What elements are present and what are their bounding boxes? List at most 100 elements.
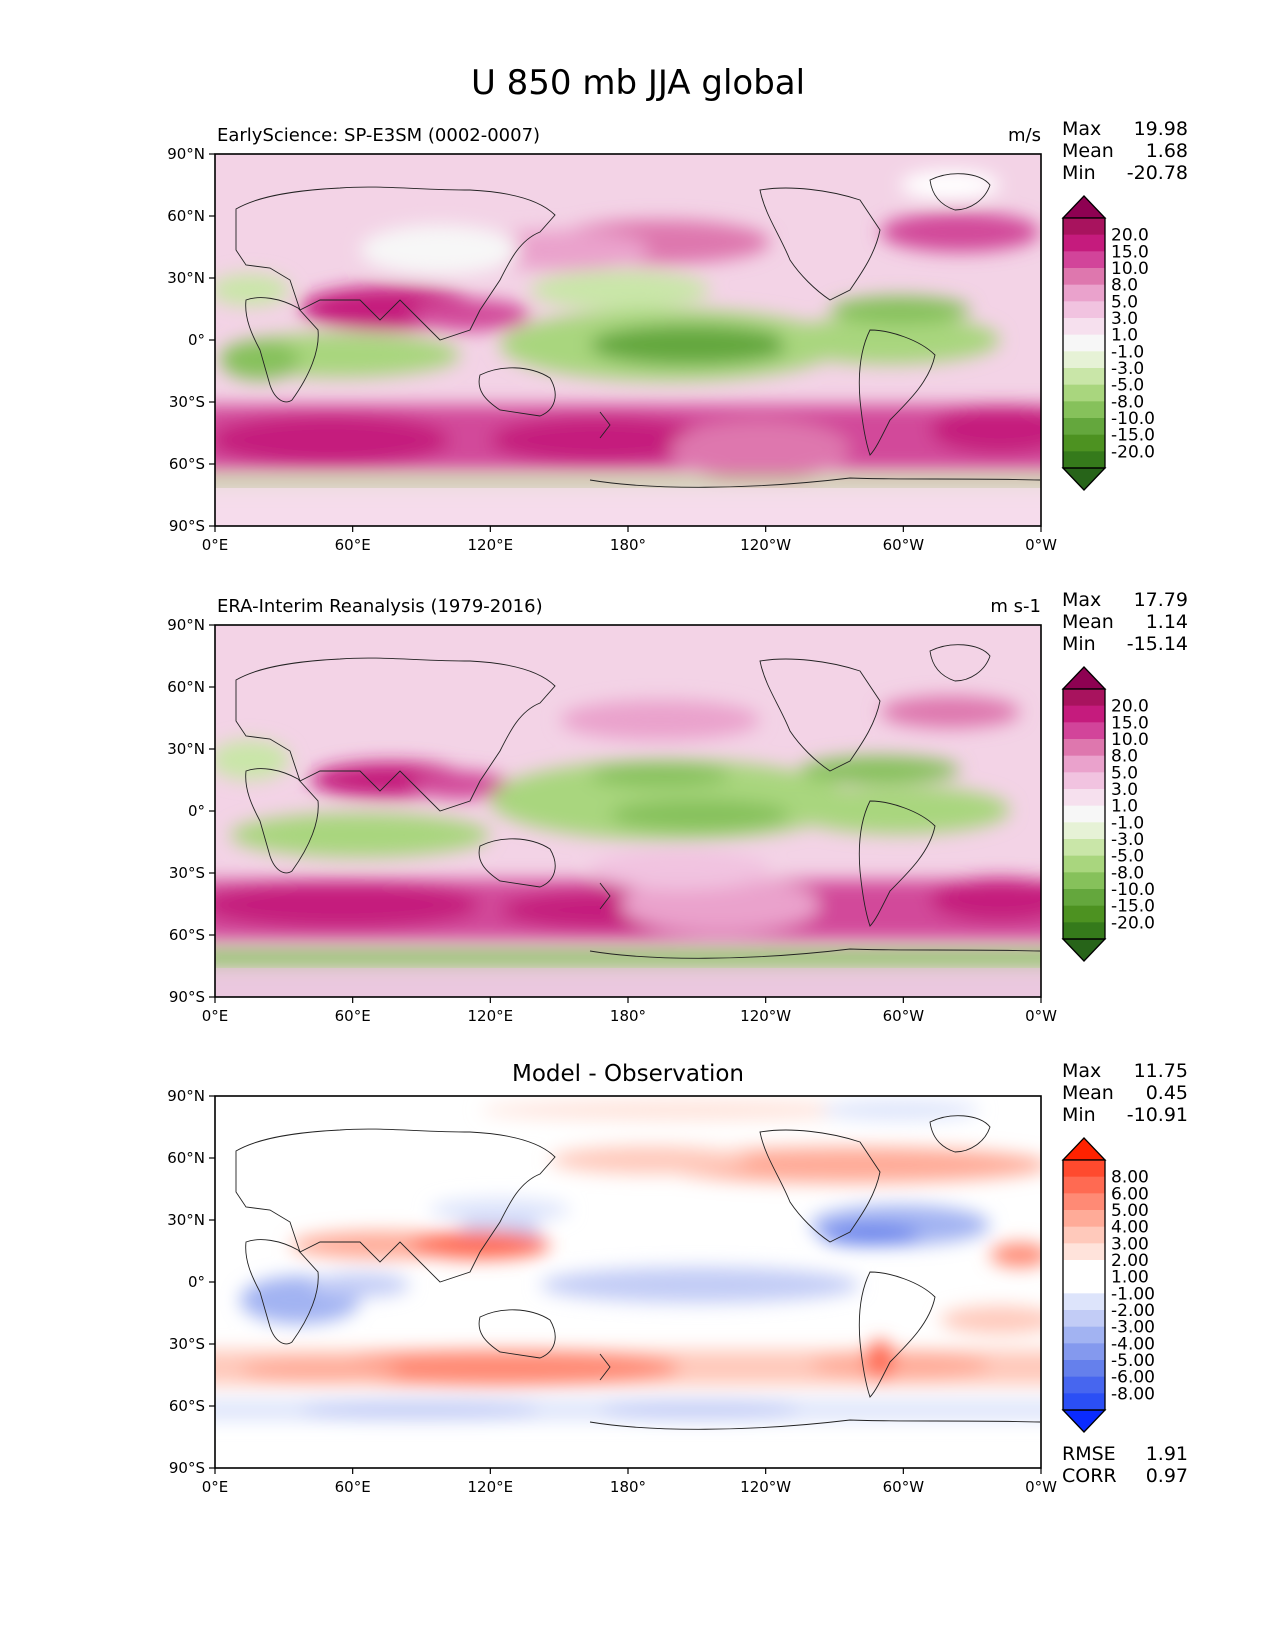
colorbar-tick-label: -5.0	[1111, 847, 1144, 867]
colorbar-swatch	[1063, 789, 1105, 807]
lat-tick-label: 90°N	[167, 145, 205, 163]
stat-mean-label: Mean	[1062, 1082, 1114, 1104]
lat-tick-label: 60°S	[169, 1397, 205, 1415]
colorbar-swatch	[1063, 755, 1105, 773]
colorbar-tick-label: -15.0	[1111, 426, 1155, 446]
colorbar-tick-label: 20.0	[1111, 226, 1149, 246]
lon-tick-label: 0°W	[1025, 1007, 1057, 1025]
stat-rmse-value: 1.91	[1146, 1443, 1188, 1465]
colorbar-frame	[1062, 688, 1106, 940]
lon-tick-label: 120°E	[468, 1478, 514, 1496]
colorbar-tick-label: -20.0	[1111, 913, 1155, 933]
colorbar: 20.015.010.08.05.03.01.0-1.0-3.0-5.0-8.0…	[1061, 666, 1155, 962]
colorbar-swatch	[1063, 739, 1105, 757]
colorbar-swatch	[1063, 301, 1105, 319]
colorbar-swatch	[1063, 334, 1105, 352]
units-label: m s-1	[990, 596, 1041, 617]
colorbar-tick-label: 3.0	[1111, 309, 1138, 329]
lat-tick-label: 0°	[188, 1273, 205, 1291]
colorbar-tick-label: -10.0	[1111, 880, 1155, 900]
lon-tick-label: 0°E	[202, 536, 229, 554]
colorbar-swatch	[1063, 268, 1105, 286]
colorbar-tick-label: 5.00	[1111, 1201, 1149, 1221]
lat-axis: 90°N 60°N 30°N 0° 30°S 60°S 90°S	[167, 616, 215, 1006]
colorbar-tick-label: -5.00	[1111, 1351, 1155, 1371]
colorbar-swatch	[1063, 855, 1105, 873]
lat-tick-label: 0°	[188, 802, 205, 820]
stat-corr-label: CORR	[1062, 1465, 1117, 1487]
lat-tick-label: 60°N	[167, 1149, 205, 1167]
colorbar-tick-label: 20.0	[1111, 697, 1149, 717]
colorbar-tick-label: -4.00	[1111, 1334, 1155, 1354]
colorbar-tick-label: -20.0	[1111, 442, 1155, 462]
lat-tick-label: 60°S	[169, 926, 205, 944]
colorbar-swatch	[1063, 805, 1105, 823]
colorbar-tick-label: 15.0	[1111, 242, 1149, 262]
colorbar-tick-label: 8.0	[1111, 276, 1138, 296]
lat-tick-label: 90°N	[167, 616, 205, 634]
colorbar-extend-max	[1061, 1137, 1107, 1161]
colorbar-swatch	[1063, 872, 1105, 890]
stat-corr-value: 0.97	[1146, 1465, 1188, 1487]
lat-tick-label: 90°S	[169, 517, 205, 535]
colorbar-tick-label: 5.0	[1111, 292, 1138, 312]
stat-mean-label: Mean	[1062, 140, 1114, 162]
panel-difference: Model - Observation	[167, 1060, 1188, 1496]
colorbar-swatch	[1063, 722, 1105, 740]
colorbar-tick-label: 6.00	[1111, 1184, 1149, 1204]
panel-title: Model - Observation	[512, 1061, 744, 1087]
colorbar-swatch	[1063, 218, 1105, 236]
lon-tick-label: 60°W	[883, 536, 925, 554]
lat-tick-label: 30°N	[167, 740, 205, 758]
lon-axis: 0°E 60°E 120°E 180° 120°W 60°W 0°W	[202, 526, 1057, 554]
colorbar-tick-label: -8.0	[1111, 392, 1144, 412]
colorbar-swatch	[1063, 284, 1105, 302]
colorbar-swatch	[1063, 1193, 1105, 1211]
stat-max-label: Max	[1062, 118, 1101, 140]
lat-tick-label: 30°S	[169, 864, 205, 882]
stats: Max 11.75 Mean 0.45 Min -10.91 RMSE 1.91…	[1062, 1060, 1188, 1487]
lat-tick-label: 30°N	[167, 1211, 205, 1229]
lat-tick-label: 30°S	[169, 393, 205, 411]
colorbar-frame	[1062, 1159, 1106, 1411]
stat-max-value: 19.98	[1134, 118, 1188, 140]
colorbar-extend-min	[1061, 467, 1107, 491]
lon-axis: 0°E 60°E 120°E 180° 120°W 60°W 0°W	[202, 997, 1057, 1025]
colorbar-swatch	[1063, 234, 1105, 252]
lon-tick-label: 0°W	[1025, 1478, 1057, 1496]
stat-mean-value: 0.45	[1146, 1082, 1188, 1104]
lon-axis: 0°E 60°E 120°E 180° 120°W 60°W 0°W	[202, 1468, 1057, 1496]
stat-min-value: -10.91	[1127, 1104, 1188, 1126]
lat-tick-label: 90°S	[169, 988, 205, 1006]
stat-mean-label: Mean	[1062, 611, 1114, 633]
colorbar-tick-label: -1.00	[1111, 1284, 1155, 1304]
colorbar-swatch	[1063, 1210, 1105, 1228]
colorbar-swatch	[1063, 318, 1105, 336]
stat-min-label: Min	[1062, 162, 1096, 184]
coastlines	[235, 1115, 1041, 1430]
coastlines	[235, 173, 1041, 488]
colorbar-tick-label: 10.0	[1111, 259, 1149, 279]
stat-max-value: 17.79	[1134, 589, 1188, 611]
map-field	[215, 1096, 1041, 1468]
lon-tick-label: 180°	[610, 1478, 646, 1496]
colorbar-swatch	[1063, 384, 1105, 402]
lat-tick-label: 90°N	[167, 1087, 205, 1105]
colorbar-extend-min	[1061, 938, 1107, 962]
colorbar-swatch	[1063, 839, 1105, 857]
colorbar-tick-label: -8.00	[1111, 1384, 1155, 1404]
colorbar-swatch	[1063, 822, 1105, 840]
stat-max-value: 11.75	[1134, 1060, 1188, 1082]
colorbar-swatch	[1063, 889, 1105, 907]
lon-tick-label: 120°E	[468, 1007, 514, 1025]
colorbar-tick-label: -3.0	[1111, 359, 1144, 379]
lon-tick-label: 0°E	[202, 1007, 229, 1025]
colorbar-swatch	[1063, 1326, 1105, 1344]
colorbar-tick-label: -15.0	[1111, 897, 1155, 917]
colorbar-extend-max	[1061, 666, 1107, 690]
stat-max-label: Max	[1062, 1060, 1101, 1082]
lon-tick-label: 60°E	[335, 1478, 371, 1496]
colorbar-tick-label: 3.00	[1111, 1234, 1149, 1254]
colorbar-tick-label: 10.0	[1111, 730, 1149, 750]
colorbar-swatch	[1063, 772, 1105, 790]
